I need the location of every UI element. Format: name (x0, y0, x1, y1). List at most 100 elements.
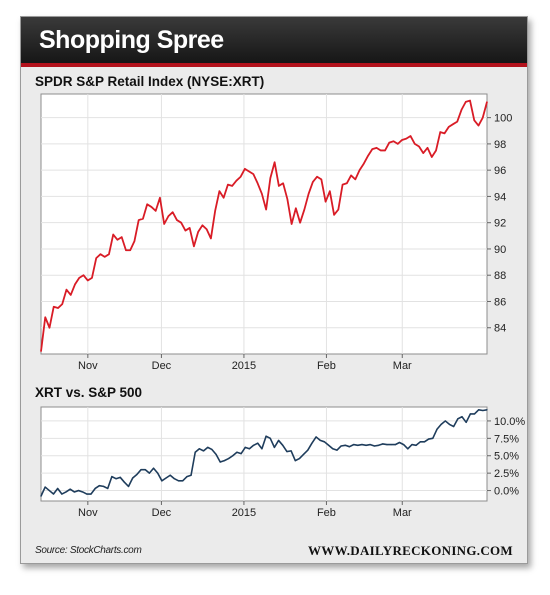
y-tick-label: 84 (494, 323, 506, 335)
data-point (40, 495, 42, 497)
data-point (150, 206, 153, 208)
data-point (269, 437, 271, 439)
data-point (146, 203, 148, 205)
data-point (482, 409, 484, 412)
y-tick-label: 5.0% (494, 451, 519, 463)
data-point (91, 277, 93, 279)
data-point (111, 476, 113, 478)
data-point (435, 149, 437, 152)
data-point (265, 435, 267, 437)
plot-area (40, 93, 488, 355)
data-point (299, 222, 301, 224)
source-note: Source: StockCharts.com (35, 545, 142, 556)
data-point (61, 303, 63, 305)
data-point (448, 423, 451, 426)
data-point (127, 485, 130, 487)
data-point (460, 109, 463, 111)
data-point (125, 249, 127, 251)
data-point (302, 453, 305, 455)
header-bar: Shopping Spree (21, 17, 527, 67)
data-point (357, 444, 359, 446)
data-point (443, 132, 446, 134)
data-point (448, 126, 450, 128)
data-point (57, 487, 59, 490)
data-point (277, 439, 280, 442)
data-point (274, 161, 276, 163)
data-point (48, 327, 51, 329)
data-point (232, 455, 234, 457)
data-point (418, 145, 420, 148)
data-point (337, 208, 339, 211)
data-point (198, 448, 200, 450)
x-tick-label: Feb (317, 507, 336, 519)
data-point (167, 215, 170, 217)
data-point (165, 477, 167, 479)
data-point (144, 469, 146, 471)
data-point (473, 413, 476, 415)
data-point (240, 453, 242, 455)
data-point (182, 480, 184, 482)
data-point (123, 481, 125, 483)
data-point (206, 228, 208, 230)
data-point (453, 425, 455, 428)
data-point (375, 147, 378, 149)
data-point (452, 123, 454, 125)
data-point (180, 222, 182, 224)
plot-area (40, 406, 488, 502)
data-point (369, 444, 371, 446)
data-point (286, 198, 288, 200)
data-point (265, 208, 267, 211)
x-tick-label: Dec (152, 507, 172, 519)
site-url[interactable]: WWW.DAILYRECKONING.COM (308, 543, 513, 558)
data-point (202, 450, 205, 452)
data-point (74, 283, 76, 286)
x-tick-label: 2015 (232, 507, 256, 519)
data-point (90, 493, 92, 495)
data-point (77, 489, 80, 492)
data-point (214, 210, 216, 212)
data-point (87, 279, 89, 282)
data-point (291, 223, 293, 225)
data-point (388, 141, 390, 144)
data-point (295, 207, 297, 209)
data-point (456, 120, 458, 123)
data-point (340, 445, 342, 447)
data-point (384, 149, 386, 152)
data-point (373, 445, 376, 447)
data-point (312, 181, 314, 183)
x-tick-label: Nov (78, 507, 98, 519)
data-point (152, 467, 155, 469)
data-point (394, 444, 396, 446)
data-point (227, 184, 229, 186)
data-point (344, 444, 346, 446)
header-title: Shopping Spree (39, 26, 224, 54)
data-point (193, 245, 195, 247)
data-point (235, 180, 237, 182)
data-point (231, 185, 233, 187)
data-point (428, 438, 430, 440)
data-point (320, 178, 322, 180)
data-point (333, 214, 335, 216)
data-point (155, 210, 157, 212)
data-point (215, 453, 217, 455)
data-point (380, 149, 382, 152)
data-point (411, 444, 413, 446)
relative-chart: 0.0% 2.5% 5.0% 7.5% 10.0% Nov Dec 2015 Feb Mar (40, 406, 525, 519)
data-point (184, 229, 187, 232)
data-point (431, 156, 433, 158)
data-point (278, 185, 280, 187)
price-chart-title: SPDR S&P Retail Index (NYSE:XRT) (35, 74, 265, 89)
data-point (107, 487, 109, 490)
data-point (148, 472, 150, 474)
data-point (319, 439, 321, 442)
data-point (329, 190, 331, 192)
data-point (121, 236, 123, 238)
data-point (218, 190, 220, 192)
data-point (140, 469, 142, 471)
data-point (354, 178, 356, 180)
data-point (405, 138, 407, 140)
data-point (401, 139, 403, 141)
data-point (332, 448, 334, 450)
data-point (132, 477, 134, 479)
data-point (358, 169, 361, 171)
